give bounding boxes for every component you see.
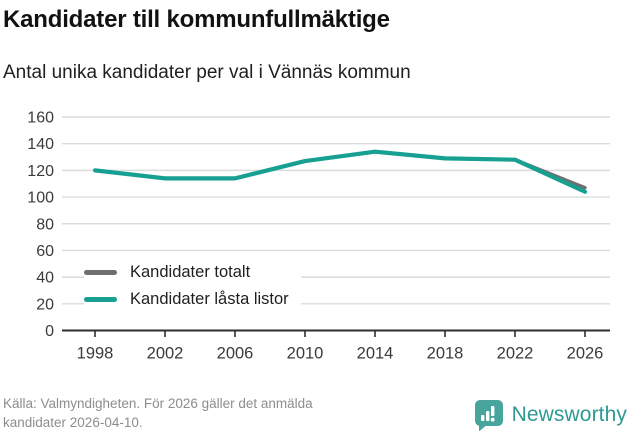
y-tick-label: 0 — [45, 323, 54, 340]
x-tick-label: 2026 — [567, 345, 604, 363]
legend-swatch-icon — [84, 297, 117, 302]
x-tick-label: 2010 — [287, 345, 324, 363]
legend-label: Kandidater totalt — [130, 263, 251, 281]
chart-subtitle: Antal unika kandidater per val i Vännäs … — [3, 62, 411, 83]
y-tick-label: 160 — [27, 110, 54, 127]
source-line-1: Källa: Valmyndigheten. För 2026 gäller d… — [3, 396, 313, 411]
legend-label: Kandidater låsta listor — [130, 290, 289, 308]
y-tick-label: 140 — [27, 136, 54, 153]
legend-swatch-icon — [84, 270, 117, 275]
x-tick-label: 2022 — [497, 345, 534, 363]
series-line — [92, 149, 588, 194]
y-tick-label: 120 — [27, 163, 54, 180]
source-note: Källa: Valmyndigheten. För 2026 gäller d… — [3, 394, 463, 432]
newsworthy-chart-bubble-icon — [474, 400, 503, 431]
source-line-2: kandidater 2026-04-10. — [3, 415, 143, 430]
newsworthy-logo[interactable]: Newsworthy — [474, 399, 627, 431]
legend-item-totalt: Kandidater totalt — [84, 259, 289, 286]
y-tick-label: 80 — [36, 216, 54, 233]
x-tick-label: 2002 — [147, 345, 184, 363]
x-tick-label: 2018 — [427, 345, 464, 363]
x-tick-label: 2006 — [217, 345, 254, 363]
line-chart: 0 20 40 60 80 100 120 140 160 1998 2002 2006 2010 201… — [27, 110, 610, 363]
newsworthy-wordmark: Newsworthy — [511, 403, 627, 426]
y-tick-label: 40 — [36, 270, 54, 287]
legend-item-lasta-listor: Kandidater låsta listor — [84, 286, 289, 313]
x-tick-label: 1998 — [77, 345, 114, 363]
y-tick-label: 20 — [36, 296, 54, 313]
y-tick-label: 60 — [36, 243, 54, 260]
chart-legend: Kandidater totalt Kandidater låsta listo… — [84, 259, 301, 313]
chart-title: Kandidater till kommunfullmäktige — [3, 6, 390, 33]
y-tick-label: 100 — [27, 190, 54, 207]
x-tick-label: 2014 — [357, 345, 394, 363]
